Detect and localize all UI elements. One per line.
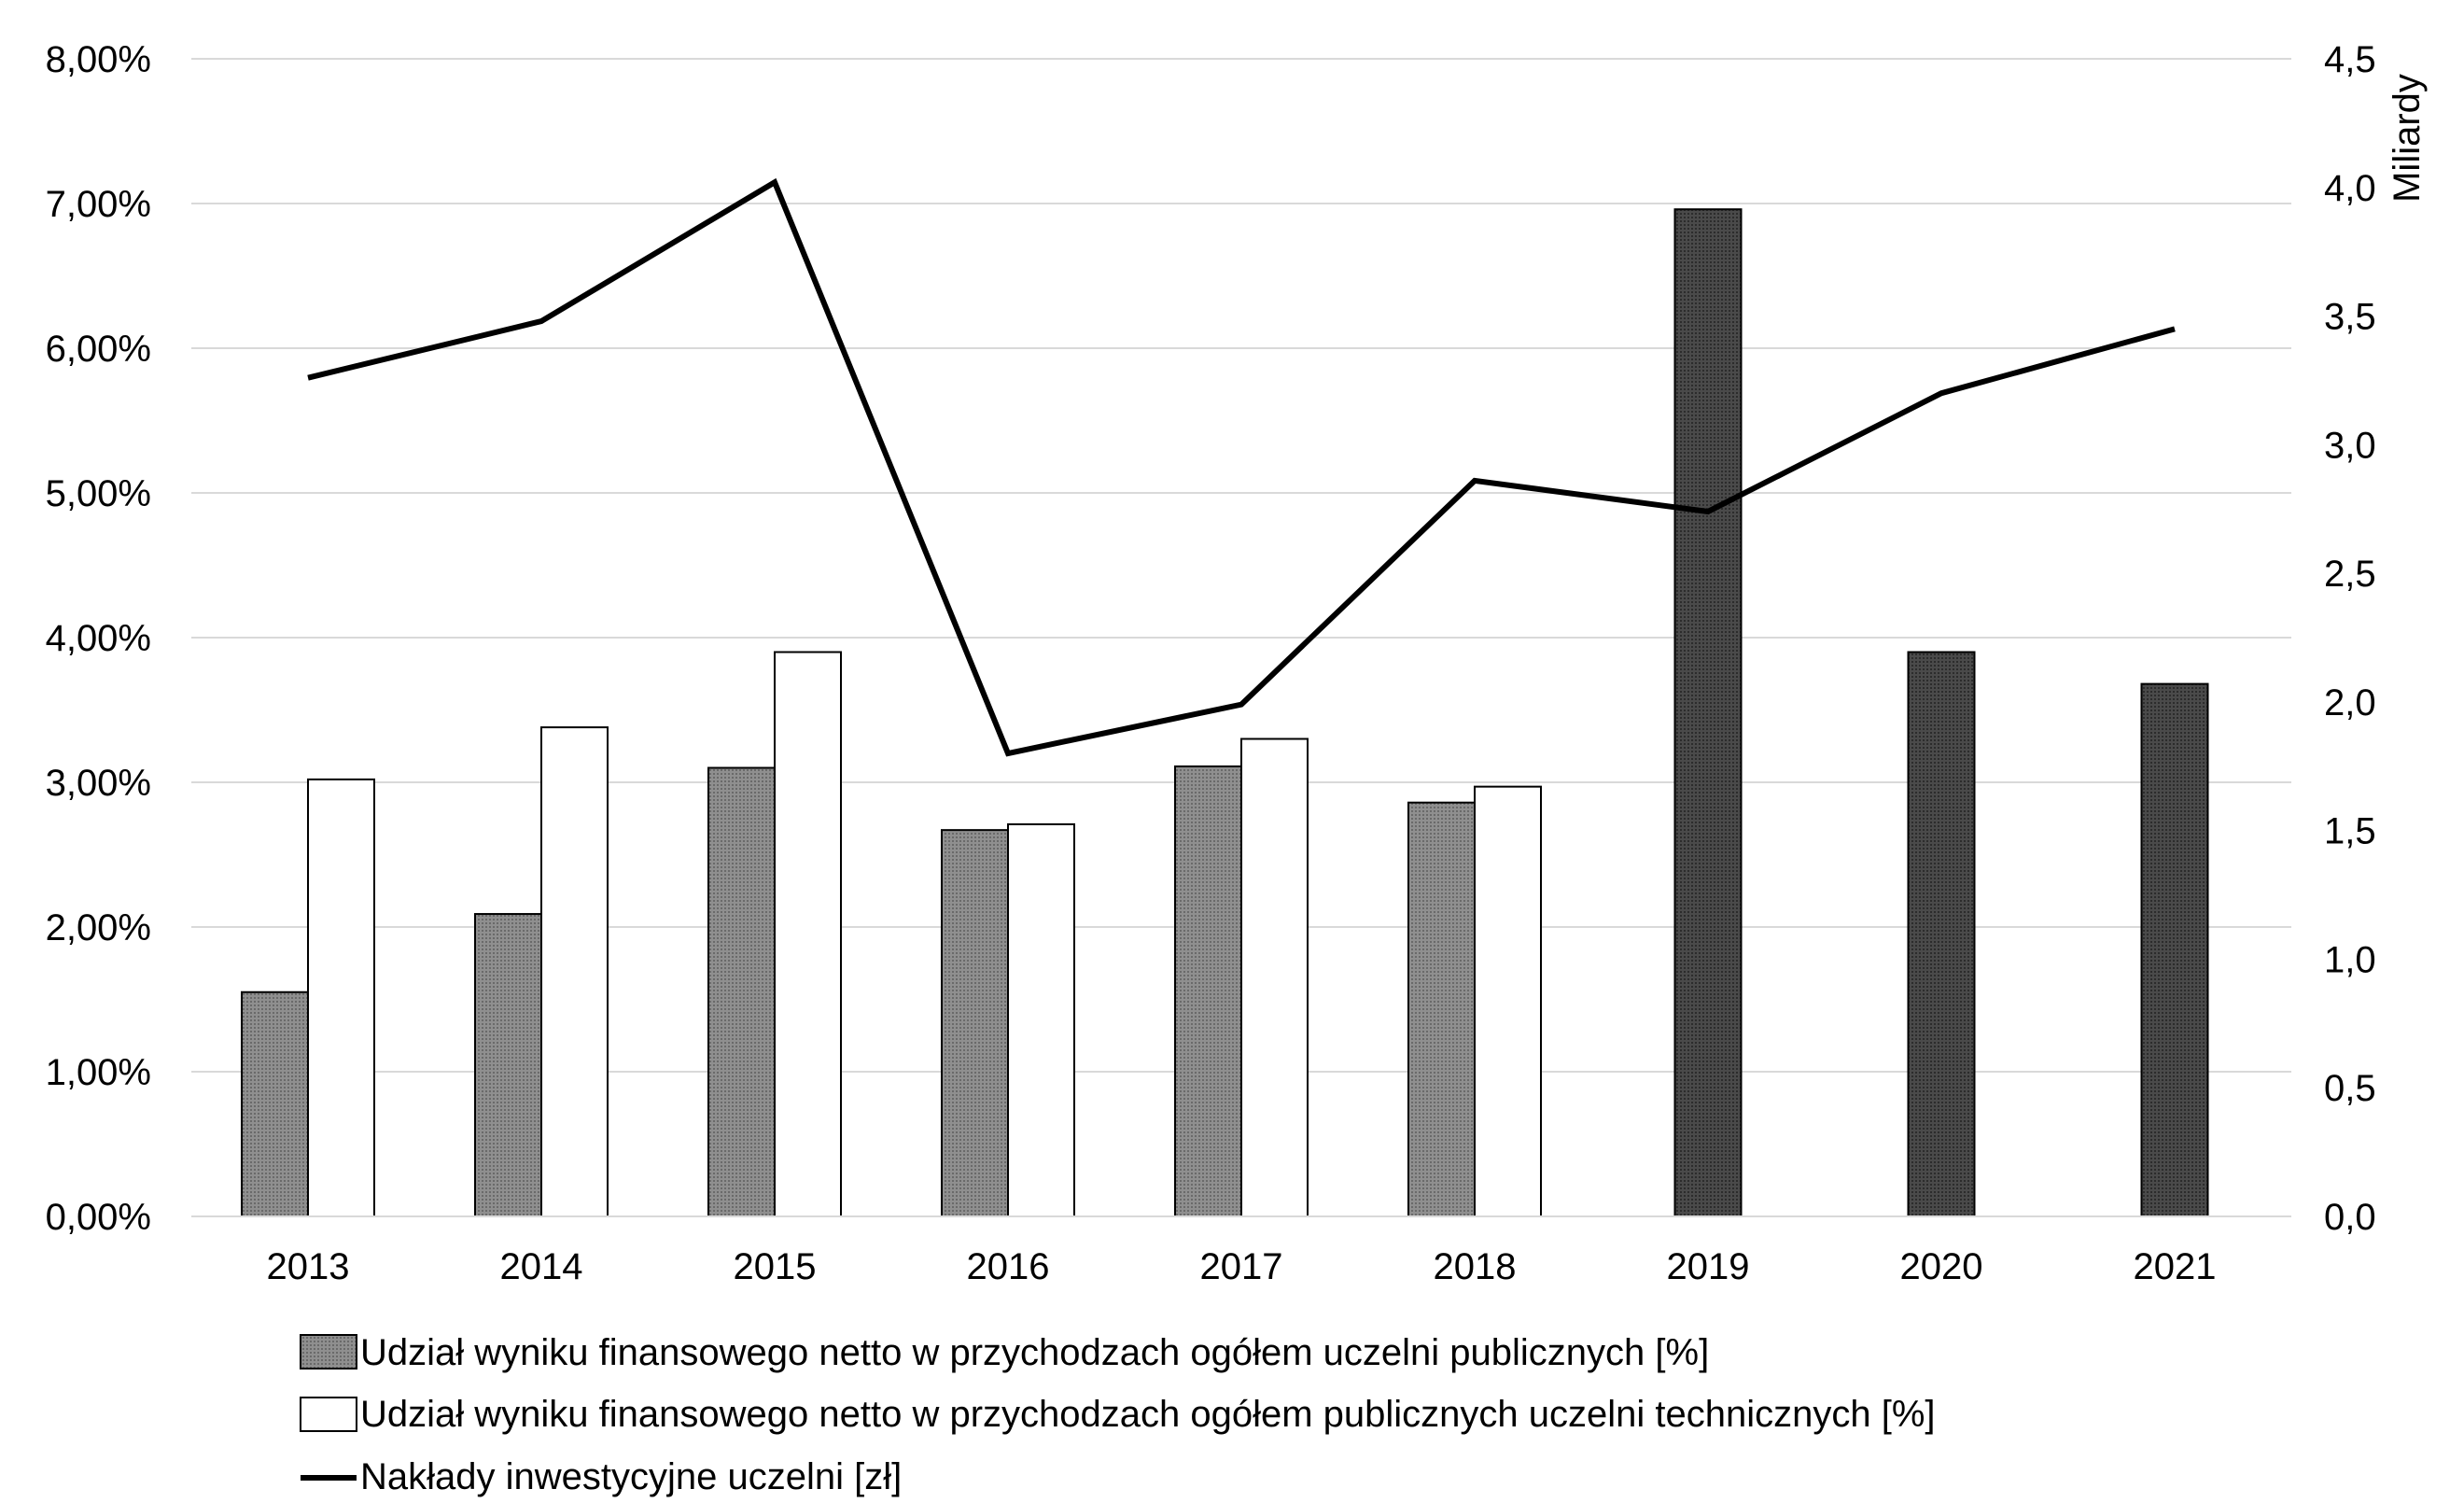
bar-technical [774, 651, 842, 1217]
bar-public [2140, 682, 2209, 1217]
legend-label-technical: Udział wyniku finansowego netto w przych… [360, 1394, 1936, 1435]
bar-technical [540, 726, 609, 1217]
legend-item-public: Udział wyniku finansowego netto w przych… [300, 1332, 1709, 1373]
right-tick-label: 2,0 [2324, 682, 2376, 723]
bar-technical [1007, 822, 1075, 1217]
legend-label-public: Udział wyniku finansowego netto w przych… [360, 1332, 1709, 1373]
bar-public [241, 990, 309, 1217]
line-series [307, 177, 2176, 757]
legend-label-investment: Nakłady inwestycyjne uczelni [zł] [360, 1456, 902, 1497]
x-tick-label: 2021 [2134, 1246, 2217, 1287]
right-axis-ticks: 0,0 0,5 1,0 1,5 2,0 2,5 3,0 3,5 4,0 4,5 [2324, 39, 2376, 1238]
x-tick-label: 2018 [1434, 1246, 1517, 1287]
right-tick-label: 3,5 [2324, 297, 2376, 338]
left-tick-label: 0,00% [46, 1197, 151, 1238]
right-tick-label: 4,5 [2324, 39, 2376, 80]
bar-public [941, 829, 1009, 1218]
bar-public [1174, 765, 1242, 1217]
x-tick-label: 2017 [1200, 1246, 1283, 1287]
right-tick-label: 1,0 [2324, 939, 2376, 980]
left-axis-ticks: 0,00% 1,00% 2,00% 3,00% 4,00% 5,00% 6,00% 7,00%… [46, 39, 151, 1238]
bar-public [1407, 801, 1476, 1217]
right-axis-label: Miliardy [2387, 74, 2428, 203]
left-tick-label: 6,00% [46, 329, 151, 370]
left-tick-label: 2,00% [46, 907, 151, 948]
x-tick-label: 2016 [967, 1246, 1050, 1287]
bar-public [1907, 651, 1976, 1217]
x-tick-label: 2014 [500, 1246, 583, 1287]
bar-public [474, 913, 542, 1217]
left-tick-label: 7,00% [46, 184, 151, 225]
right-tick-label: 3,0 [2324, 425, 2376, 466]
x-axis-ticks: 2013 2014 2015 2016 2017 2018 2019 2020 2021 [267, 1246, 2217, 1287]
left-tick-label: 8,00% [46, 39, 151, 80]
bar-technical [1240, 737, 1309, 1217]
x-tick-label: 2013 [267, 1246, 350, 1287]
bar-public [1673, 208, 1743, 1218]
right-tick-label: 2,5 [2324, 554, 2376, 595]
legend-swatch-public [300, 1334, 357, 1370]
bar-technical [1474, 785, 1542, 1218]
legend-item-technical: Udział wyniku finansowego netto w przych… [300, 1394, 1936, 1435]
x-tick-label: 2015 [734, 1246, 817, 1287]
legend-item-investment: Nakłady inwestycyjne uczelni [zł] [301, 1456, 902, 1497]
left-tick-label: 4,00% [46, 618, 151, 659]
right-tick-label: 0,5 [2324, 1068, 2376, 1109]
x-tick-label: 2019 [1667, 1246, 1750, 1287]
investment-line [307, 177, 2176, 757]
right-tick-label: 0,0 [2324, 1197, 2376, 1238]
bar-public [707, 766, 776, 1217]
legend-swatch-technical [300, 1397, 357, 1432]
left-tick-label: 3,00% [46, 763, 151, 804]
x-tick-label: 2020 [1900, 1246, 1983, 1287]
bars [241, 208, 2209, 1218]
left-tick-label: 5,00% [46, 473, 151, 514]
right-tick-label: 4,0 [2324, 168, 2376, 209]
legend: Udział wyniku finansowego netto w przych… [300, 1332, 1936, 1497]
bar-technical [307, 778, 375, 1218]
right-tick-label: 1,5 [2324, 811, 2376, 852]
left-tick-label: 1,00% [46, 1052, 151, 1093]
